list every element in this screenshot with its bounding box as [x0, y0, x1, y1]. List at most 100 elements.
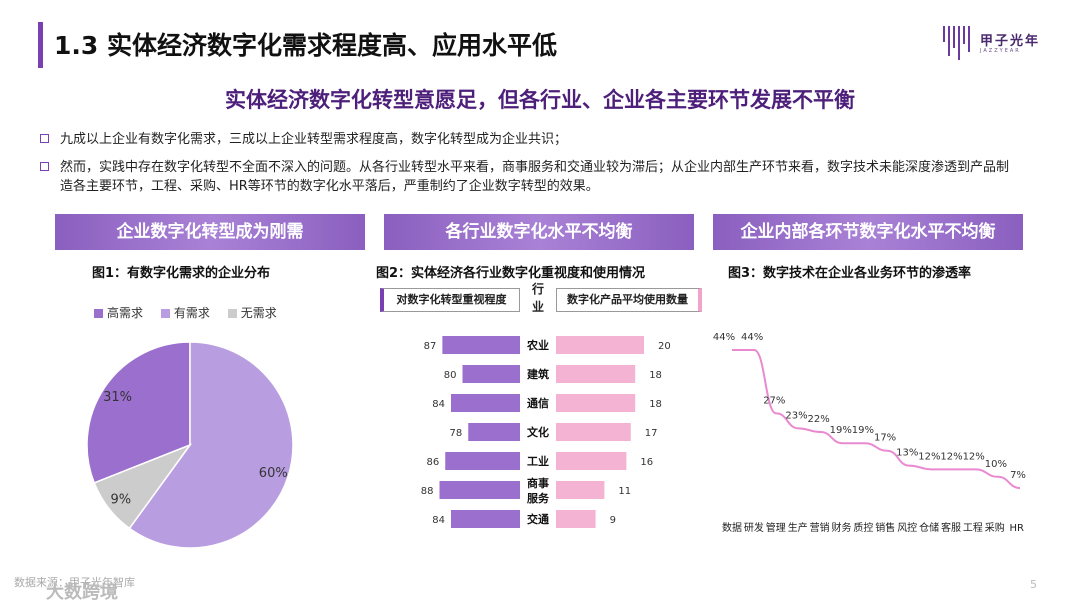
pie-label-1: 60% — [259, 466, 288, 481]
bar-usage-2 — [556, 394, 636, 412]
pie-slice-1 — [128, 341, 294, 549]
fig2-title: 图2：实体经济各行业数字化重视度和使用情况 — [376, 266, 646, 281]
x-tick-label-2: 管理 — [766, 521, 786, 534]
x-tick-label-5: 财务 — [832, 521, 852, 534]
bullet-text: 然而，实践中存在数字化转型不全面不深入的问题。从各行业转型水平来看，商事服务和交… — [60, 160, 1010, 194]
point-label-7: 17% — [874, 433, 896, 444]
legend-swatch-high — [94, 309, 103, 318]
category-label-0: 农业 — [526, 338, 549, 352]
bullet-2: 然而，实践中存在数字化转型不全面不深入的问题。从各行业转型水平来看，商事服务和交… — [40, 158, 1020, 196]
fig3-title: 图3：数字技术在企业各业务环节的渗透率 — [728, 266, 972, 281]
point-label-0: 44% — [713, 332, 735, 343]
x-tick-label-1: 研发 — [744, 521, 764, 534]
point-label-3: 23% — [785, 410, 807, 421]
point-label-10: 12% — [940, 451, 962, 462]
bar-usage-3 — [556, 423, 631, 441]
logo-subtext: JAZZYEAR — [980, 48, 1021, 54]
legend-swatch-mid — [160, 309, 170, 318]
svg-text:农业: 农业 — [526, 338, 549, 352]
bar-importance-1 — [462, 365, 520, 383]
logo-text: 甲子光年 — [980, 34, 1041, 49]
value-usage-0: 20 — [658, 341, 671, 352]
bullet-text: 九成以上企业有数字化需求，三成以上企业转型需求程度高，数字化转型成为企业共识； — [60, 132, 568, 147]
panel-heading-process: 企业内部各环节数字化水平不均衡 — [713, 214, 1023, 250]
value-importance-6: 84 — [432, 515, 445, 526]
category-label-5: 商事服务 — [527, 476, 550, 505]
x-tick-label-8: 风控 — [897, 521, 917, 534]
fig1-title: 图1：有数字化需求的企业分布 — [92, 266, 271, 281]
category-label-2: 通信 — [527, 396, 549, 410]
value-usage-1: 18 — [649, 370, 662, 381]
svg-text:工业: 工业 — [527, 454, 549, 468]
page-subtitle: 实体经济数字化转型意愿足，但各行业、企业各主要环节发展不平衡 — [225, 88, 855, 112]
line-series — [731, 349, 1021, 489]
point-label-4: 22% — [807, 414, 829, 425]
point-label-5: 19% — [830, 425, 852, 436]
x-tick-label-4: 营销 — [810, 521, 830, 534]
pie-label-0: 31% — [103, 390, 132, 405]
value-usage-5: 11 — [618, 486, 631, 497]
bar-importance-5 — [439, 481, 520, 499]
category-label-4: 工业 — [527, 454, 549, 468]
x-tick-label-6: 质控 — [853, 521, 873, 534]
x-tick-label-0: 数据 — [722, 521, 742, 534]
value-importance-1: 80 — [444, 370, 457, 381]
bar-usage-1 — [556, 365, 636, 383]
bar-importance-4 — [445, 452, 520, 470]
value-usage-4: 16 — [640, 457, 653, 468]
point-label-8: 13% — [896, 448, 918, 459]
bar-importance-6 — [451, 510, 520, 528]
bar-usage-4 — [556, 452, 627, 470]
x-tick-label-13: HR — [1009, 523, 1024, 534]
point-label-13: 7% — [1010, 470, 1026, 481]
footer-source: 数据来源：甲子光年智库 — [14, 576, 135, 589]
bar-usage-6 — [556, 510, 596, 528]
x-tick-label-3: 生产 — [788, 521, 808, 534]
bar-importance-3 — [468, 423, 520, 441]
pie-slice-0 — [86, 341, 191, 484]
bullet-square-icon — [40, 162, 49, 171]
bar-usage-0 — [556, 336, 644, 354]
bar-importance-2 — [451, 394, 520, 412]
pie-chart: 31% 60% 9% — [86, 341, 294, 549]
footer-watermark: 大数跨境 — [46, 582, 118, 603]
x-tick-label-7: 销售 — [875, 521, 895, 534]
bar-usage-5 — [556, 481, 605, 499]
value-usage-2: 18 — [649, 399, 662, 410]
pie-legend: 高需求 有需求 无需求 — [80, 304, 277, 321]
value-usage-6: 9 — [610, 515, 616, 526]
x-tick-label-11: 工程 — [963, 522, 983, 534]
series-pill-importance: 对数字化转型重视程度 — [380, 288, 520, 312]
point-label-2: 27% — [763, 395, 785, 406]
bullet-square-icon — [40, 134, 49, 143]
title-accent-bar — [38, 22, 43, 68]
x-tick-label-12: 采购 — [985, 521, 1005, 534]
page-number: 5 — [1030, 578, 1037, 591]
point-label-6: 19% — [852, 425, 874, 436]
category-label-1: 建筑 — [527, 367, 549, 381]
series-pill-usage: 数字化产品平均使用数量 — [556, 288, 702, 312]
page-title: 1.3 实体经济数字化需求程度高、应用水平低 — [54, 31, 557, 60]
logo-icon — [943, 26, 970, 60]
value-importance-0: 87 — [424, 341, 437, 352]
value-importance-5: 88 — [421, 486, 434, 497]
value-importance-2: 84 — [432, 399, 445, 410]
point-label-12: 10% — [985, 459, 1007, 470]
svg-text:服务: 服务 — [527, 491, 550, 505]
legend-swatch-none — [227, 309, 237, 318]
line-chart: 44% 44%27%23% 22%19% 19%17%13% 12% 12% 12%10%7… — [713, 332, 1026, 534]
bar-importance-0 — [442, 336, 520, 354]
legend-label-none: 无需求 — [240, 306, 277, 320]
value-importance-3: 78 — [450, 428, 463, 439]
svg-text:交通: 交通 — [527, 512, 549, 526]
category-label-6: 交通 — [527, 512, 549, 526]
point-label-9: 12% — [918, 451, 940, 462]
value-usage-3: 17 — [645, 428, 658, 439]
category-header: 行业 — [531, 282, 544, 314]
svg-text:文化: 文化 — [527, 425, 549, 439]
legend-label-mid: 有需求 — [173, 306, 210, 320]
svg-text:商事: 商事 — [527, 476, 549, 490]
bullet-1: 九成以上企业有数字化需求，三成以上企业转型需求程度高，数字化转型成为企业共识； — [40, 130, 1050, 149]
pie-label-2: 9% — [111, 493, 132, 508]
svg-text:通信: 通信 — [527, 396, 549, 410]
